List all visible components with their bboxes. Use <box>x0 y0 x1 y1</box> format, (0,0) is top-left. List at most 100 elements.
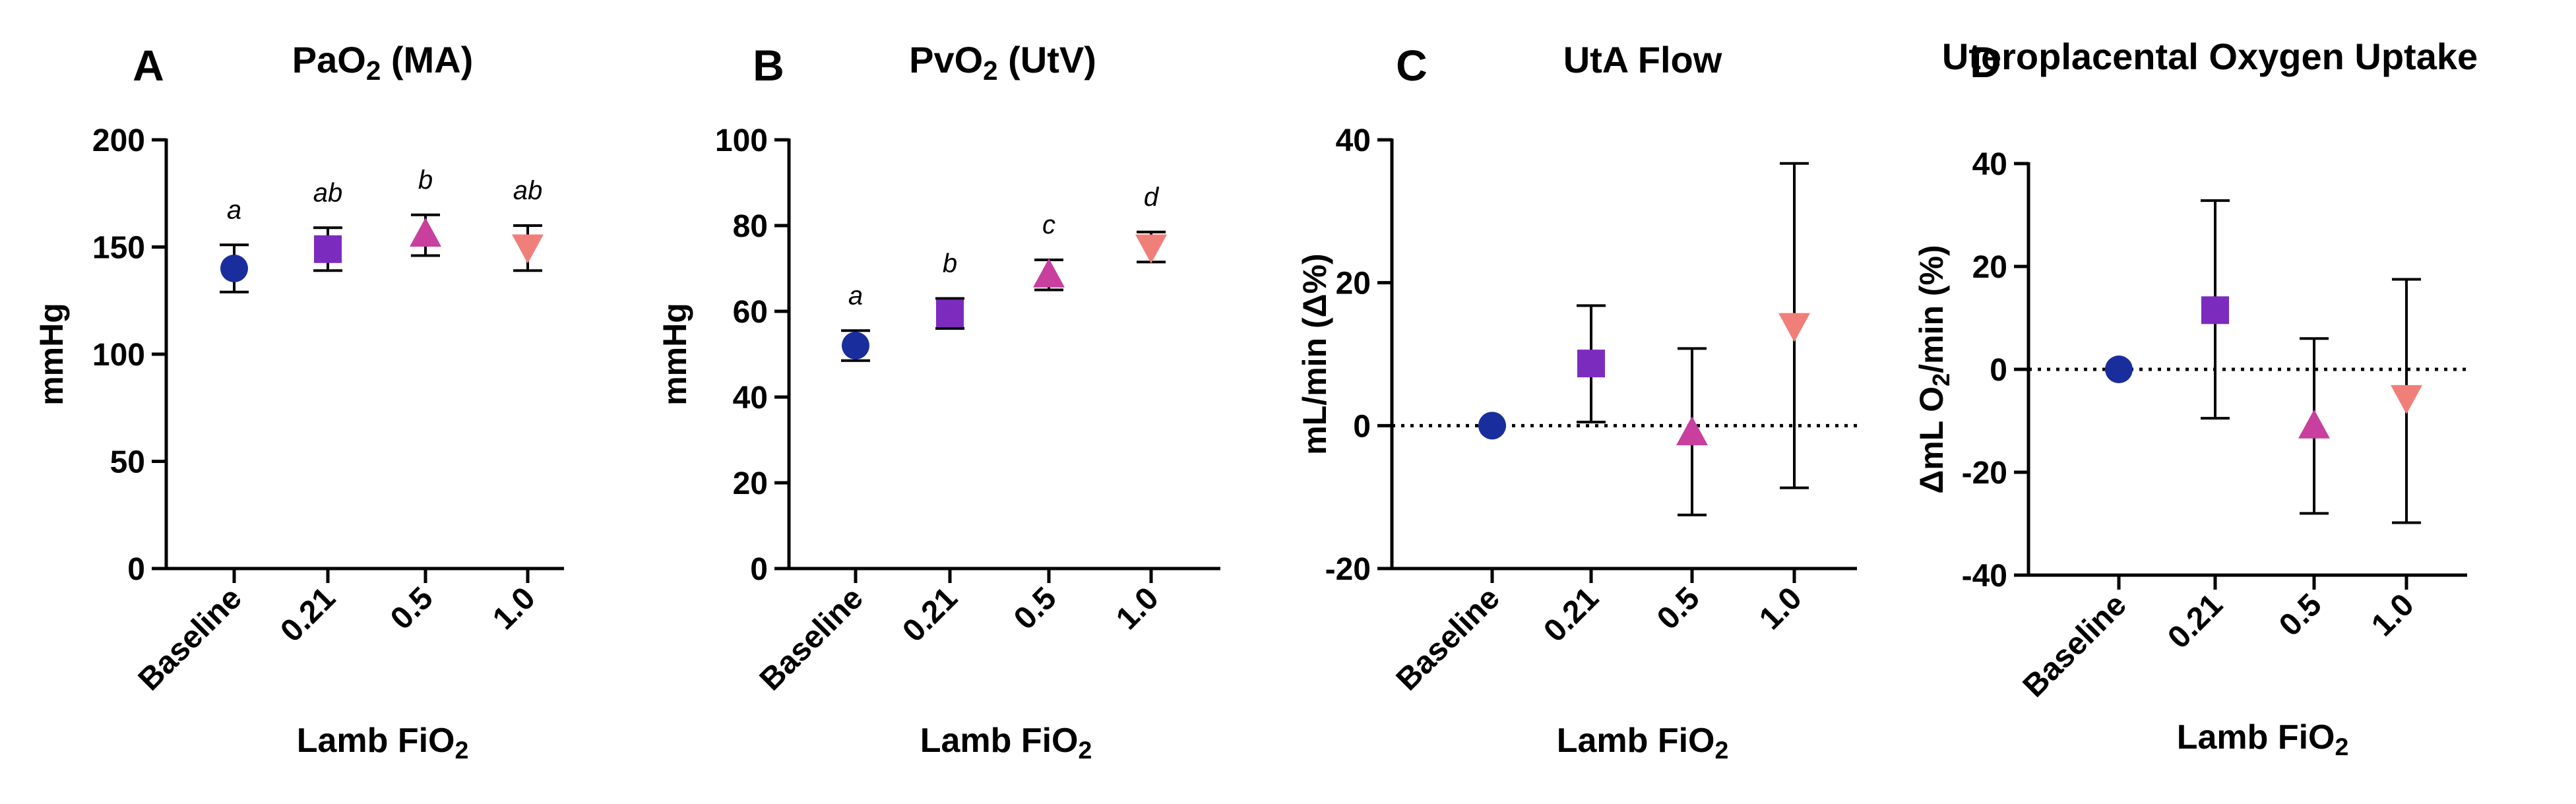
y-tick-label: 0 <box>1353 409 1371 444</box>
x-tick-label: 0.21 <box>274 580 342 649</box>
significance-letter: a <box>227 195 241 224</box>
chart-title-part: (MA) <box>381 39 473 80</box>
data-point-triangle-down <box>1135 234 1167 264</box>
x-tick-label: 0.5 <box>1650 580 1707 636</box>
y-tick-label: 0 <box>127 552 145 587</box>
panel-label: D <box>1970 38 2001 86</box>
chart-title: PvO2 (UtV) <box>909 39 1096 86</box>
y-tick-label: 60 <box>733 295 768 330</box>
y-tick-label: 150 <box>92 231 145 266</box>
data-point-circle <box>1478 412 1506 440</box>
x-tick-label: Baseline <box>1390 580 1507 697</box>
x-axis-label-part: Lamb FiO <box>1557 722 1715 760</box>
y-tick-label: 80 <box>733 209 768 244</box>
y-axis-label: mmHg <box>33 303 70 406</box>
x-tick-label: 0.21 <box>2161 587 2230 656</box>
data-point-triangle-down <box>512 234 544 264</box>
x-tick-label: Baseline <box>2017 587 2133 704</box>
data-point-circle <box>220 255 248 282</box>
x-tick-label: 0.21 <box>1537 580 1606 649</box>
y-tick-label: 20 <box>733 466 768 501</box>
data-point-triangle-up <box>1033 258 1065 288</box>
x-tick-label: Baseline <box>132 580 249 697</box>
chart-title: UtA Flow <box>1563 39 1722 80</box>
y-tick-label: 20 <box>1972 250 2007 285</box>
x-tick-label: 0.5 <box>1007 580 1063 636</box>
y-axis-label-part: 2 <box>1928 373 1955 387</box>
chart-title-part: PaO <box>292 39 366 80</box>
chart-title-part: UtA Flow <box>1563 39 1722 80</box>
x-axis-label: Lamb FiO2 <box>2177 718 2349 760</box>
data-point-triangle-down <box>1778 313 1810 342</box>
x-tick-label: Baseline <box>753 580 870 697</box>
y-axis-label-part: mmHg <box>33 303 70 406</box>
chart-title-part: 2 <box>366 55 381 86</box>
y-tick-label: 40 <box>1972 147 2007 182</box>
data-point-square <box>314 235 342 263</box>
panel-c: C UtA Flow -20 0 20 40 Baseline 0.21 0.5 1.0 mL/mi… <box>1296 39 1857 764</box>
x-axis-label-part: Lamb FiO <box>2177 718 2335 757</box>
x-tick-label: 0.5 <box>384 580 440 636</box>
x-tick-label: 1.0 <box>2365 587 2421 643</box>
significance-letter: c <box>1042 210 1055 239</box>
x-axis-label-part: 2 <box>1714 736 1728 764</box>
y-tick-label: 40 <box>733 381 768 416</box>
data-point-triangle-down <box>2391 385 2422 414</box>
y-axis-label: mmHg <box>656 303 693 406</box>
y-tick-label: 200 <box>92 123 145 158</box>
x-axis-label-part: 2 <box>2335 733 2348 760</box>
y-axis-label-part: ΔmL O <box>1913 387 1950 494</box>
y-axis-label: mL/min (Δ%) <box>1296 253 1333 454</box>
x-tick-label: 0.21 <box>896 580 964 649</box>
x-axis-label: Lamb FiO2 <box>1557 722 1729 764</box>
significance-letter: a <box>848 281 863 310</box>
data-point-circle <box>2105 356 2133 383</box>
panel-b: B PvO2 (UtV) 0 20 40 60 80 100 Baseline 0.21 0.5 1.… <box>656 39 1220 764</box>
x-axis-label-part: Lamb FiO <box>297 722 455 760</box>
x-axis-label: Lamb FiO2 <box>920 722 1092 764</box>
chart-title-part: Uteroplacental Oxygen Uptake <box>1942 36 2478 77</box>
y-axis-label: ΔmL O2/min (%) <box>1913 245 1955 493</box>
chart-title-part: 2 <box>983 55 997 86</box>
x-tick-label: 1.0 <box>1110 580 1166 636</box>
significance-letter: b <box>943 249 957 278</box>
y-axis-label-part: /min (%) <box>1913 245 1950 373</box>
panel-label: A <box>133 41 164 90</box>
data-point-triangle-up <box>2298 409 2330 439</box>
x-tick-label: 1.0 <box>486 580 542 636</box>
significance-letter: ab <box>513 176 543 205</box>
y-axis-label-part: mmHg <box>656 303 693 406</box>
y-axis-label-part: mL/min (Δ%) <box>1296 253 1333 454</box>
chart-title: Uteroplacental Oxygen Uptake <box>1942 36 2478 77</box>
data-point-square <box>2201 296 2229 325</box>
significance-letter: ab <box>313 178 343 207</box>
y-tick-label: 100 <box>715 123 768 158</box>
y-tick-label: 50 <box>110 445 145 480</box>
panel-label: C <box>1396 41 1428 90</box>
chart-title-part: (UtV) <box>998 39 1096 80</box>
y-tick-label: 40 <box>1336 123 1371 158</box>
data-point-triangle-up <box>410 218 441 247</box>
y-tick-label: 20 <box>1336 266 1371 301</box>
chart-title: PaO2 (MA) <box>292 39 473 86</box>
y-tick-label: 100 <box>92 338 145 373</box>
x-tick-label: 0.5 <box>2273 587 2329 643</box>
y-tick-label: 0 <box>750 552 768 587</box>
chart-title-part: PvO <box>909 39 983 80</box>
y-tick-label: -40 <box>1962 559 2007 594</box>
x-axis-label-part: 2 <box>455 736 468 764</box>
data-point-square <box>1577 350 1605 378</box>
data-point-circle <box>842 332 869 359</box>
panel-label: B <box>753 41 784 90</box>
x-tick-label: 1.0 <box>1753 580 1809 636</box>
x-axis-label: Lamb FiO2 <box>297 722 469 764</box>
y-tick-label: -20 <box>1325 552 1371 587</box>
x-axis-label-part: Lamb FiO <box>920 722 1079 760</box>
y-tick-label: 0 <box>1990 353 2007 388</box>
significance-letter: b <box>418 166 433 195</box>
y-tick-label: -20 <box>1962 456 2007 491</box>
data-point-square <box>936 299 964 328</box>
